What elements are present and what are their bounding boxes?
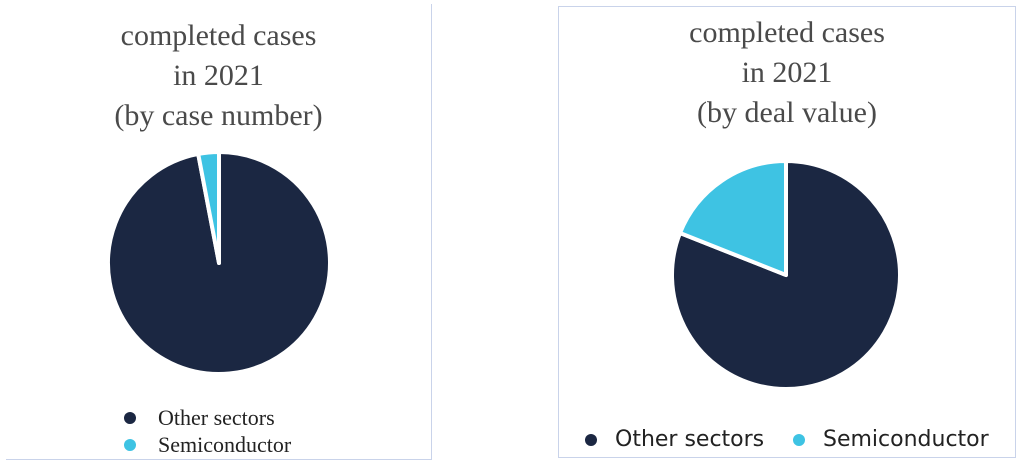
legend-swatch-other-sectors (585, 433, 597, 446)
legend: Other sectors Semiconductor (6, 4, 431, 459)
legend-swatch-semiconductor (793, 433, 805, 446)
pie-slice-other-sectors (670, 159, 902, 391)
title-line-3: (by deal value) (697, 96, 877, 129)
chart-title: completed cases in 2021 (by case number) (6, 16, 431, 136)
legend-label-other-sectors: Other sectors (158, 405, 275, 430)
chart-title: completed cases in 2021 (by deal value) (559, 13, 1015, 133)
legend-label-semiconductor: Semiconductor (158, 432, 292, 457)
title-line-2: in 2021 (741, 56, 833, 89)
pie-slice-semiconductor (678, 159, 788, 277)
pie-chart-case-number (106, 150, 332, 376)
legend-item-semiconductor: Semiconductor (124, 432, 291, 458)
legend-label-other-sectors: Other sectors (615, 427, 765, 452)
title-line-3: (by case number) (114, 99, 323, 132)
chart-panel-case-number: completed cases in 2021 (by case number)… (6, 4, 432, 460)
pie-chart-deal-value (670, 159, 902, 391)
legend-item-semiconductor: Semiconductor (793, 427, 989, 452)
chart-panel-deal-value: completed cases in 2021 (by deal value) … (558, 6, 1016, 458)
title-line-1: completed cases (120, 19, 317, 52)
legend-swatch-semiconductor (124, 439, 136, 451)
legend-item-other-sectors: Other sectors (124, 405, 275, 431)
title-line-1: completed cases (689, 16, 885, 49)
legend: Other sectors Semiconductor (559, 7, 1015, 457)
pie-slice-semiconductor (196, 150, 221, 265)
legend-item-other-sectors: Other sectors (585, 427, 764, 452)
legend-label-semiconductor: Semiconductor (823, 427, 989, 452)
legend-swatch-other-sectors (124, 412, 136, 424)
title-line-2: in 2021 (173, 59, 264, 92)
